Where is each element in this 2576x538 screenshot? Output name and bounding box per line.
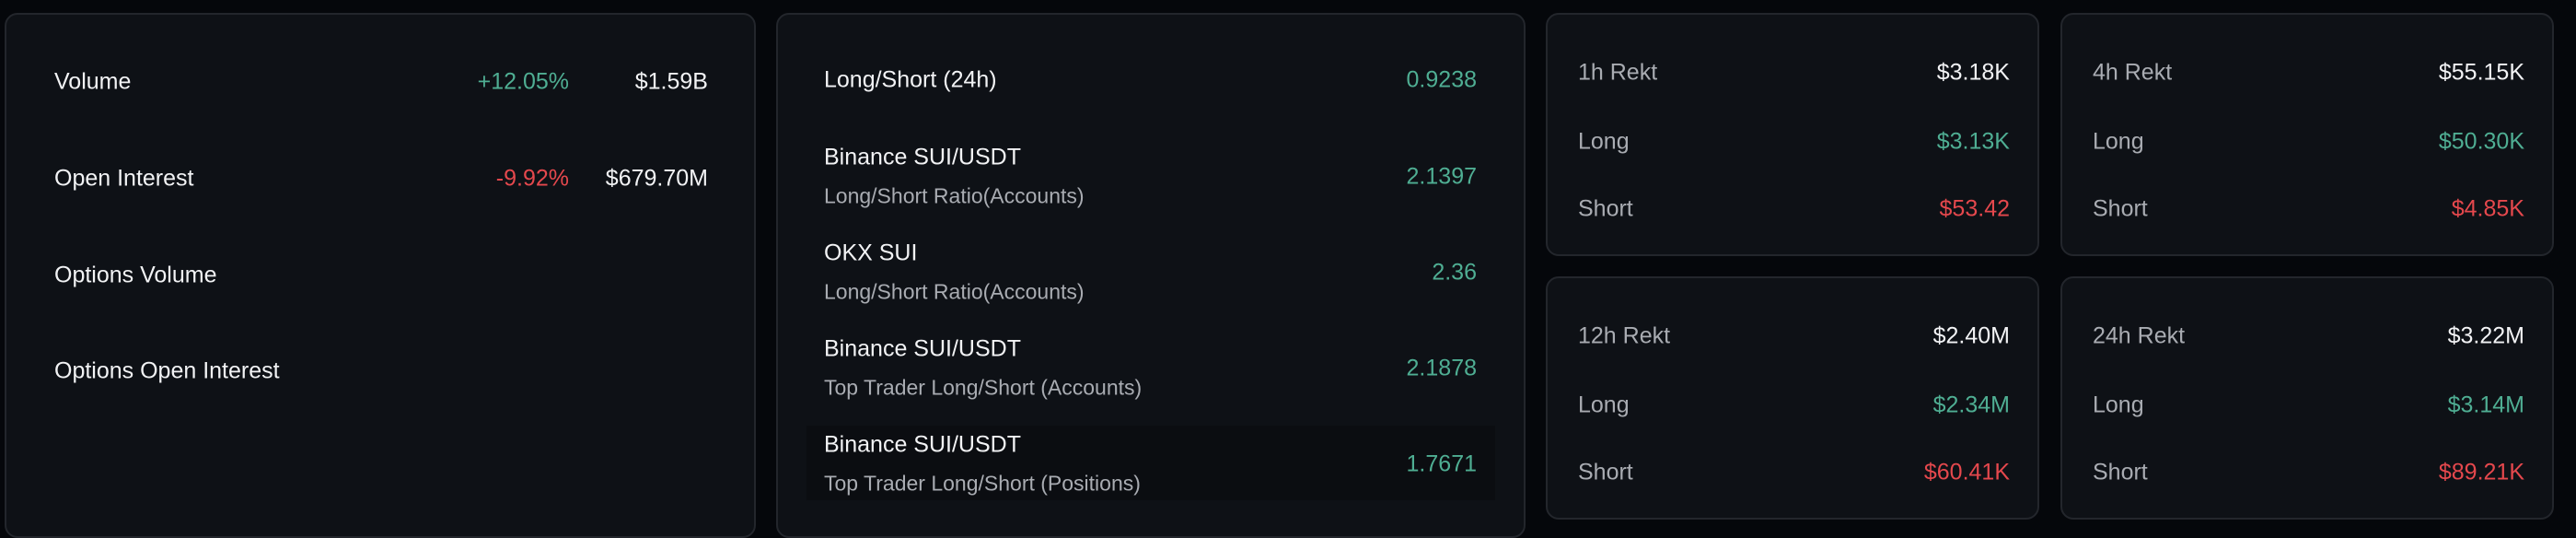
rekt-short-value: $53.42 xyxy=(1939,195,2010,222)
rekt-short-value: $4.85K xyxy=(2451,195,2524,222)
rekt-card-12h: 12h Rekt $2.40M Long $2.34M Short $60.41… xyxy=(1546,276,2039,520)
rekt-short-label: Short xyxy=(2093,459,2148,485)
rekt-card-4h: 4h Rekt $55.15K Long $50.30K Short $4.85… xyxy=(2060,13,2554,256)
long-short-24h-label: Long/Short (24h) xyxy=(824,66,997,93)
rekt-long-value: $2.34M xyxy=(1932,392,2010,418)
options-open-interest-label: Options Open Interest xyxy=(54,357,280,384)
volume-label: Volume xyxy=(54,68,132,95)
rekt-card-24h: 24h Rekt $3.22M Long $3.14M Short $89.21… xyxy=(2060,276,2554,520)
open-interest-label: Open Interest xyxy=(54,165,194,192)
rekt-long-label: Long xyxy=(1578,392,1630,418)
rekt-short-value: $89.21K xyxy=(2438,459,2524,485)
ls-row-metric: Top Trader Long/Short (Accounts) xyxy=(824,375,1143,400)
market-stats-panel: Volume +12.05% $1.59B Open Interest -9.9… xyxy=(5,13,756,538)
rekt-short-label: Short xyxy=(2093,195,2148,222)
ls-row-exchange: Binance SUI/USDT xyxy=(824,335,1021,362)
rekt-total: $3.18K xyxy=(1936,59,2010,86)
volume-value: $1.59B xyxy=(634,68,708,95)
rekt-total: $55.15K xyxy=(2438,59,2524,86)
rekt-long-value: $3.13K xyxy=(1936,128,2010,155)
rekt-long-label: Long xyxy=(2093,128,2144,155)
rekt-card-1h: 1h Rekt $3.18K Long $3.13K Short $53.42 xyxy=(1546,13,2039,256)
ls-row-value: 1.7671 xyxy=(1406,450,1477,477)
volume-change: +12.05% xyxy=(477,68,569,95)
ls-row-value: 2.1878 xyxy=(1406,355,1477,381)
row-highlight xyxy=(806,426,1495,500)
long-short-24h-value: 0.9238 xyxy=(1406,66,1477,93)
open-interest-value: $679.70M xyxy=(605,165,708,192)
ls-row-metric: Top Trader Long/Short (Positions) xyxy=(824,471,1141,496)
rekt-long-label: Long xyxy=(1578,128,1630,155)
ls-row-exchange: Binance SUI/USDT xyxy=(824,431,1021,458)
ls-row-metric: Long/Short Ratio(Accounts) xyxy=(824,279,1085,304)
open-interest-change: -9.92% xyxy=(495,165,569,192)
rekt-long-value: $3.14M xyxy=(2447,392,2524,418)
rekt-title: 1h Rekt xyxy=(1578,59,1658,86)
rekt-title: 4h Rekt xyxy=(2093,59,2173,86)
ls-row-metric: Long/Short Ratio(Accounts) xyxy=(824,183,1085,208)
rekt-short-label: Short xyxy=(1578,459,1633,485)
ls-row-exchange: OKX SUI xyxy=(824,240,918,266)
ls-row-exchange: Binance SUI/USDT xyxy=(824,144,1021,170)
rekt-short-value: $60.41K xyxy=(1923,459,2010,485)
ls-row-value: 2.36 xyxy=(1432,259,1477,286)
rekt-short-label: Short xyxy=(1578,195,1633,222)
rekt-long-value: $50.30K xyxy=(2438,128,2524,155)
ls-row-value: 2.1397 xyxy=(1406,163,1477,190)
rekt-title: 24h Rekt xyxy=(2093,322,2186,349)
rekt-title: 12h Rekt xyxy=(1578,322,1671,349)
rekt-total: $3.22M xyxy=(2447,322,2524,349)
rekt-long-label: Long xyxy=(2093,392,2144,418)
rekt-total: $2.40M xyxy=(1932,322,2010,349)
options-volume-label: Options Volume xyxy=(54,262,217,288)
